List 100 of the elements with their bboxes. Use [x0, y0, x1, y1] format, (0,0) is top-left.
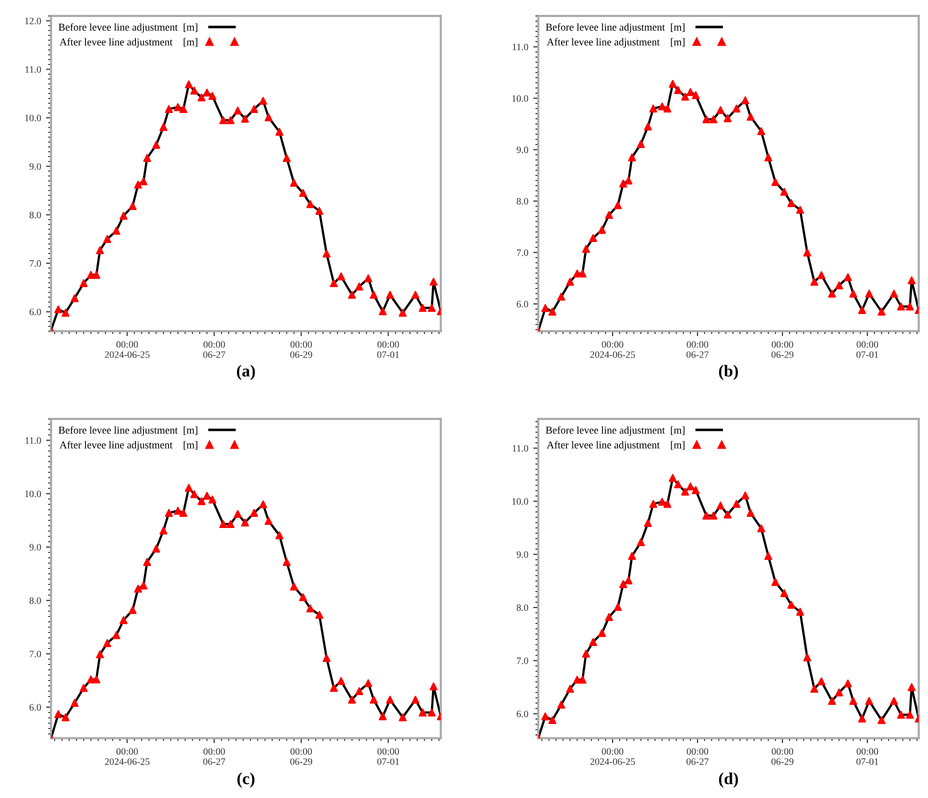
point: [548, 308, 556, 316]
point: [702, 512, 710, 520]
point: [548, 716, 556, 724]
point: [92, 675, 100, 684]
point: [134, 180, 142, 189]
x-tick-label: 00:00 06-27: [686, 748, 709, 765]
legend-label: After levee line adjustment [m]: [546, 441, 684, 451]
point: [578, 676, 586, 684]
x-tick-label: 00:00 06-29: [771, 748, 794, 765]
point: [858, 714, 866, 722]
point: [96, 246, 104, 254]
x-tick-label: 00:00 06-29: [771, 341, 794, 358]
point: [541, 712, 550, 720]
point: [322, 250, 331, 258]
y-tick-label: 12.0: [25, 18, 41, 24]
point: [250, 508, 258, 517]
point: [619, 180, 628, 188]
point: [636, 140, 645, 148]
point: [140, 177, 148, 186]
point: [681, 92, 690, 101]
y-tick-label: 8.0: [516, 604, 528, 612]
point: [636, 538, 645, 546]
y-tick-label: 8.0: [516, 198, 528, 205]
point: [828, 290, 836, 298]
y-tick-label: 9.0: [29, 163, 41, 170]
point: [54, 710, 62, 718]
point: [878, 716, 886, 724]
point: [219, 116, 228, 124]
x-tick-label: 00:00 07-01: [377, 341, 399, 358]
legend-label: After levee line adjustment [m]: [60, 38, 198, 48]
point: [86, 270, 95, 279]
x-tick-label: 00:00 06-27: [686, 341, 709, 358]
point: [566, 684, 574, 693]
point: [386, 290, 394, 299]
y-tick-label: 11.0: [26, 437, 41, 444]
point: [746, 112, 755, 121]
point: [92, 270, 100, 279]
point: [306, 604, 314, 612]
legend-label: After levee line adjustment [m]: [546, 38, 684, 48]
point: [202, 492, 211, 500]
point: [702, 115, 710, 124]
point: [152, 544, 160, 553]
point: [234, 510, 242, 518]
point: [226, 520, 234, 528]
point: [259, 96, 268, 105]
point: [557, 700, 566, 709]
point: [865, 697, 874, 705]
point: [849, 697, 858, 705]
point: [306, 200, 314, 208]
point: [152, 141, 160, 149]
point: [184, 484, 193, 492]
point: [370, 290, 378, 299]
y-tick-label: 11.0: [512, 445, 528, 452]
point: [370, 696, 378, 704]
point: [348, 290, 356, 299]
point: [86, 675, 95, 684]
legend-label: Before levee line adjustment [m]: [58, 23, 198, 33]
point: [299, 189, 307, 197]
point: [582, 244, 590, 253]
point: [716, 502, 724, 510]
point: [120, 212, 128, 220]
point: [709, 512, 718, 520]
x-tick-label: 00:00 07-01: [377, 748, 399, 765]
point: [174, 103, 182, 112]
point: [566, 278, 574, 286]
point: [865, 290, 874, 298]
x-tick-label: 00:00 07-01: [856, 748, 878, 765]
point: [803, 653, 812, 662]
y-tick-label: 6.0: [516, 710, 528, 718]
point: [134, 584, 142, 593]
point: [198, 93, 206, 102]
point: [290, 178, 298, 187]
point: [796, 206, 804, 214]
point: [598, 226, 606, 234]
point: [787, 600, 796, 609]
point: [817, 677, 826, 686]
point: [897, 710, 905, 719]
point: [70, 294, 79, 302]
point: [674, 480, 682, 488]
point: [810, 684, 818, 693]
point: [796, 608, 804, 616]
point: [386, 696, 394, 704]
point: [810, 278, 818, 286]
point: [179, 508, 188, 517]
point: [628, 552, 636, 560]
y-tick-label: 10.0: [512, 95, 528, 102]
legend-label: Before levee line adjustment [m]: [58, 426, 198, 436]
point: [668, 80, 677, 88]
point: [80, 684, 88, 692]
point: [241, 518, 249, 526]
point: [259, 500, 268, 508]
x-tick-label: 00:00 06-27: [203, 341, 226, 358]
point: [908, 683, 916, 692]
point: [771, 578, 780, 586]
point: [780, 589, 788, 598]
text: (b): [719, 364, 738, 380]
x-tick-label: 00:00 06-27: [203, 748, 226, 765]
point: [681, 488, 690, 496]
point: [159, 526, 168, 534]
point: [890, 290, 898, 298]
